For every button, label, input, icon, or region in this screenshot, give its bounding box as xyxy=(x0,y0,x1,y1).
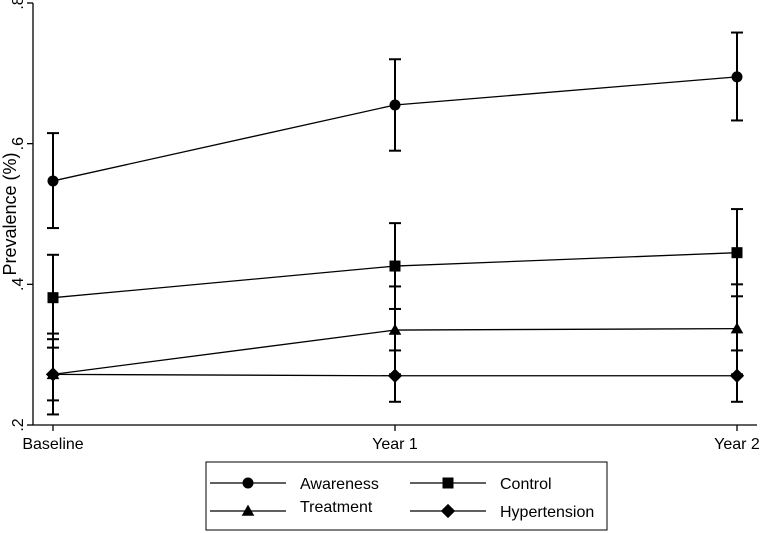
legend-box xyxy=(205,461,608,531)
data-point xyxy=(47,175,59,187)
data-point xyxy=(45,367,61,382)
data-point xyxy=(388,323,402,335)
legend-marker xyxy=(242,477,254,489)
data-point xyxy=(731,247,743,259)
y-tick-label: .2 xyxy=(10,418,27,431)
legend-marker xyxy=(440,503,456,519)
data-point xyxy=(387,368,403,383)
x-tick-label: Year 2 xyxy=(714,436,760,453)
y-tick-label: .6 xyxy=(10,137,27,150)
legend-label: Treatment xyxy=(300,499,373,516)
x-tick-label: Baseline xyxy=(22,436,83,453)
data-point xyxy=(389,99,401,111)
data-point xyxy=(731,71,743,83)
series-layer xyxy=(45,31,745,416)
series-hypertension xyxy=(45,346,745,403)
legend-label: Awareness xyxy=(300,476,379,493)
data-point xyxy=(729,368,745,383)
legend-item-awareness: Awareness xyxy=(210,476,379,493)
legend-marker xyxy=(241,504,255,516)
x-tick-label: Year 1 xyxy=(372,436,418,453)
data-point xyxy=(47,292,59,304)
y-tick-label: .8 xyxy=(10,0,27,10)
x-ticks: Baseline Year 1 Year 2 xyxy=(22,425,760,453)
legend: Awareness Control Treatment Hypertension xyxy=(205,461,608,531)
legend-item-hypertension: Hypertension xyxy=(410,503,594,521)
y-ticks: .2 .4 .6 .8 xyxy=(10,0,33,432)
legend-item-control: Control xyxy=(410,476,552,493)
y-axis-title: Prevalence (%) xyxy=(0,152,20,275)
legend-label: Hypertension xyxy=(500,504,594,521)
series-awareness xyxy=(47,31,743,230)
data-point xyxy=(389,260,401,272)
y-tick-label: .4 xyxy=(10,278,27,291)
legend-item-treatment: Treatment xyxy=(210,499,373,516)
legend-marker xyxy=(442,477,454,489)
legend-label: Control xyxy=(500,476,552,493)
data-point xyxy=(730,322,744,334)
